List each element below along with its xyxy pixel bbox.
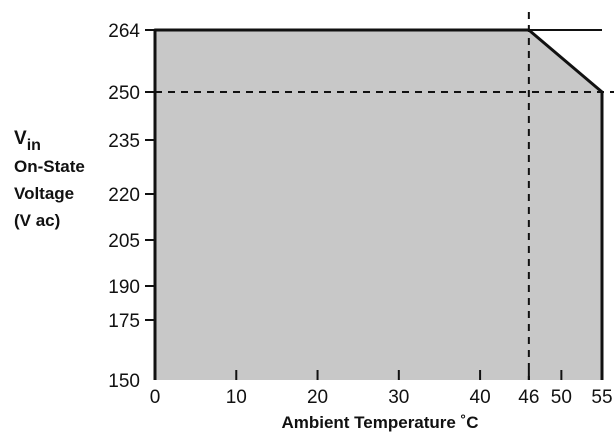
y-tick-label-220: 220 [108, 185, 140, 206]
tick-layer: 150 175 190 205 220 235 250 264 0 10 20 30 40 46 50 55 [108, 21, 612, 408]
operating-area [155, 30, 602, 380]
x-tick-label-46: 46 [518, 387, 539, 408]
x-tick-label-40: 40 [470, 387, 491, 408]
ylabel-line3: Voltage [14, 184, 74, 203]
y-tick-label-190: 190 [108, 277, 140, 298]
x-axis-title: Ambient Temperature ˚C [281, 413, 478, 432]
ylabel-line4: (V ac) [14, 211, 60, 230]
x-tick-label-50: 50 [551, 387, 572, 408]
y-tick-label-205: 205 [108, 231, 140, 252]
y-tick-label-264: 264 [108, 21, 140, 42]
x-tick-label-0: 0 [150, 387, 161, 408]
boundary-segment-1 [527, 28, 604, 94]
x-tick-label-20: 20 [307, 387, 328, 408]
ylabel-symbol: Vin [14, 128, 41, 154]
x-tick-label-55: 55 [591, 387, 612, 408]
ylabel-subscript: in [27, 137, 41, 154]
y-tick-label-250: 250 [108, 83, 140, 104]
line-layer [153, 12, 614, 380]
y-tick-label-175: 175 [108, 311, 140, 332]
x-tick-label-10: 10 [226, 387, 247, 408]
y-tick-label-150: 150 [108, 371, 140, 392]
ylabel-line2: On-State [14, 157, 85, 176]
x-tick-label-30: 30 [388, 387, 409, 408]
y-tick-label-235: 235 [108, 131, 140, 152]
